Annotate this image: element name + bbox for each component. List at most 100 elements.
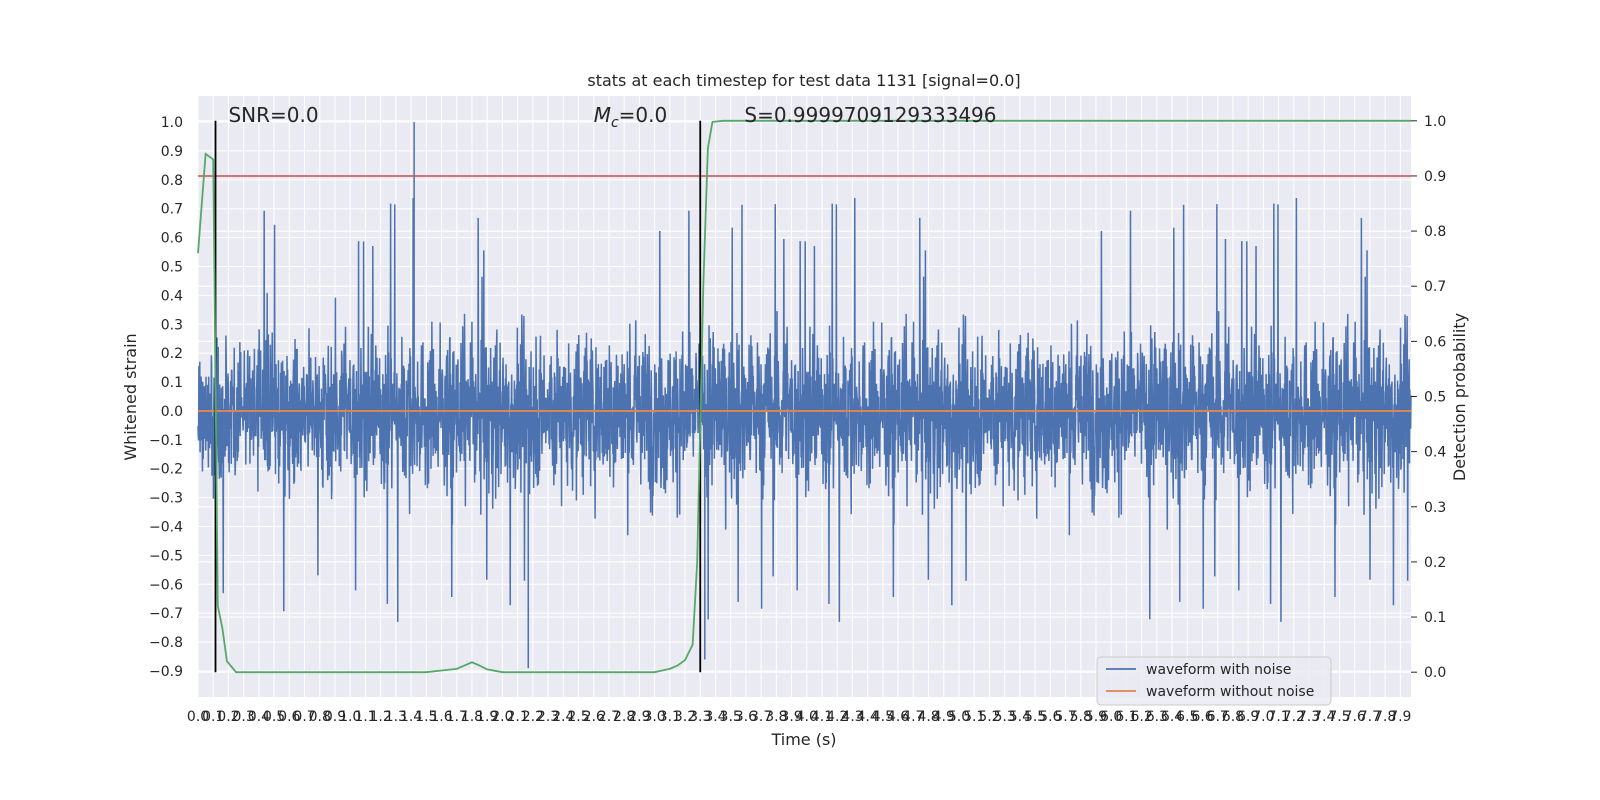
y2-tick-label: 0.3	[1424, 500, 1446, 516]
y-tick-label: 0.4	[161, 288, 183, 304]
x-tick-label: 7.8	[1374, 709, 1396, 725]
x-tick-label: 6.8	[1222, 709, 1244, 725]
x-tick-label: 4.8	[917, 709, 939, 725]
y-tick-label: 0.1	[161, 375, 183, 391]
x-tick-label: 5.1	[963, 709, 985, 725]
y-tick-label: 0.2	[161, 346, 183, 362]
x-tick-label: 2.0	[491, 709, 513, 725]
legend-label-waveform-without-noise: waveform without noise	[1146, 684, 1314, 700]
x-tick-label: 0.6	[278, 709, 300, 725]
y2-tick-label: 0.1	[1424, 610, 1446, 626]
x-tick-label: 1.9	[476, 709, 498, 725]
y2-tick-label: 0.9	[1424, 169, 1446, 185]
x-tick-label: 2.2	[522, 709, 544, 725]
x-tick-label: 2.3	[537, 709, 559, 725]
x-tick-label: 1.7	[446, 709, 468, 725]
x-tick-label: 5.0	[948, 709, 970, 725]
x-tick-label: 1.1	[354, 709, 376, 725]
x-tick-label: 0.7	[293, 709, 315, 725]
y2-tick-label: 1.0	[1424, 114, 1446, 130]
x-tick-label: 0.8	[309, 709, 331, 725]
x-tick-label: 0.2	[217, 709, 239, 725]
plot-area	[197, 119, 1412, 674]
x-tick-label: 5.5	[1024, 709, 1046, 725]
y-tick-label: −0.6	[149, 577, 183, 593]
x-tick-label: 4.4	[857, 709, 879, 725]
y2-axis-ticks: 1.0 0.9 0.8 0.7 0.6 0.5 0.4 0.3 0.2 0.1 0.0	[1411, 114, 1446, 681]
annotations: SNR=0.0 Mc=0.0 S=0.9999709129333496	[228, 103, 996, 131]
x-tick-label: 7.5	[1328, 709, 1350, 725]
x-tick-label: 3.1	[659, 709, 681, 725]
y-tick-label: 0.9	[161, 144, 183, 160]
y-tick-label: 0.7	[161, 202, 183, 218]
x-tick-label: 7.3	[1298, 709, 1320, 725]
x-tick-label: 7.2	[1283, 709, 1305, 725]
x-tick-label: 0.9	[324, 709, 346, 725]
y-tick-label: 0.5	[161, 259, 183, 275]
x-tick-label: 2.7	[598, 709, 620, 725]
y2-tick-label: 0.4	[1424, 445, 1446, 461]
y2-tick-label: 0.0	[1424, 665, 1446, 681]
x-tick-label: 6.1	[1115, 709, 1137, 725]
x-tick-label: 7.9	[1389, 709, 1411, 725]
x-tick-label: 2.6	[583, 709, 605, 725]
x-tick-label: 5.7	[1054, 709, 1076, 725]
x-tick-label: 7.4	[1313, 709, 1335, 725]
x-tick-label: 6.0	[1100, 709, 1122, 725]
y2-tick-label: 0.6	[1424, 334, 1446, 350]
x-tick-label: 3.3	[689, 709, 711, 725]
x-tick-label: 3.6	[735, 709, 757, 725]
x-tick-label: 4.5	[872, 709, 894, 725]
x-tick-label: 1.4	[400, 709, 422, 725]
y-tick-label: −0.8	[149, 635, 183, 651]
y-tick-label: −0.5	[149, 548, 183, 564]
chart-title: stats at each timestep for test data 113…	[587, 71, 1020, 90]
x-tick-label: 3.0	[643, 709, 665, 725]
legend-label-waveform-with-noise: waveform with noise	[1146, 662, 1291, 678]
x-tick-label: 6.3	[1146, 709, 1168, 725]
x-tick-label: 6.5	[1176, 709, 1198, 725]
x-tick-label: 0.1	[202, 709, 224, 725]
series-detection-probability	[197, 119, 1411, 674]
x-tick-label: 5.9	[1085, 709, 1107, 725]
y-axis-label: Whitened strain	[121, 333, 140, 460]
x-tick-label: 3.4	[704, 709, 726, 725]
y-tick-label: −0.3	[149, 491, 183, 507]
y-tick-label: −0.1	[149, 433, 183, 449]
annotation: SNR=0.0	[228, 103, 318, 127]
x-tick-label: 4.3	[841, 709, 863, 725]
x-tick-label: 3.5	[720, 709, 742, 725]
x-axis-ticks: 0.00.10.20.30.40.50.60.70.80.91.01.11.21…	[187, 709, 1412, 725]
x-tick-label: 5.6	[1039, 709, 1061, 725]
x-tick-label: 7.0	[1252, 709, 1274, 725]
x-tick-label: 6.4	[1161, 709, 1183, 725]
x-tick-label: 0.0	[187, 709, 209, 725]
y-tick-label: −0.2	[149, 462, 183, 478]
x-tick-label: 0.4	[248, 709, 270, 725]
y2-tick-label: 0.8	[1424, 224, 1446, 240]
x-tick-label: 5.2	[978, 709, 1000, 725]
x-tick-label: 2.8	[613, 709, 635, 725]
x-tick-label: 1.0	[339, 709, 361, 725]
x-tick-label: 4.2	[826, 709, 848, 725]
x-tick-label: 0.3	[233, 709, 255, 725]
y-tick-label: −0.4	[149, 520, 183, 536]
x-tick-label: 2.4	[552, 709, 574, 725]
y2-tick-label: 0.7	[1424, 279, 1446, 295]
y-tick-label: 1.0	[161, 115, 183, 131]
x-tick-label: 4.6	[887, 709, 909, 725]
legend-box	[1096, 656, 1332, 706]
x-tick-label: 3.2	[674, 709, 696, 725]
x-tick-label: 7.1	[1267, 709, 1289, 725]
y-tick-label: −0.7	[149, 606, 183, 622]
x-tick-label: 4.9	[933, 709, 955, 725]
x-tick-label: 6.6	[1191, 709, 1213, 725]
legend: waveform with noise waveform without noi…	[1096, 656, 1332, 706]
y-tick-label: −0.9	[149, 664, 183, 680]
y-tick-label: 0.6	[161, 231, 183, 247]
x-tick-label: 7.7	[1359, 709, 1381, 725]
x-tick-label: 1.3	[385, 709, 407, 725]
x-tick-label: 2.1	[506, 709, 528, 725]
